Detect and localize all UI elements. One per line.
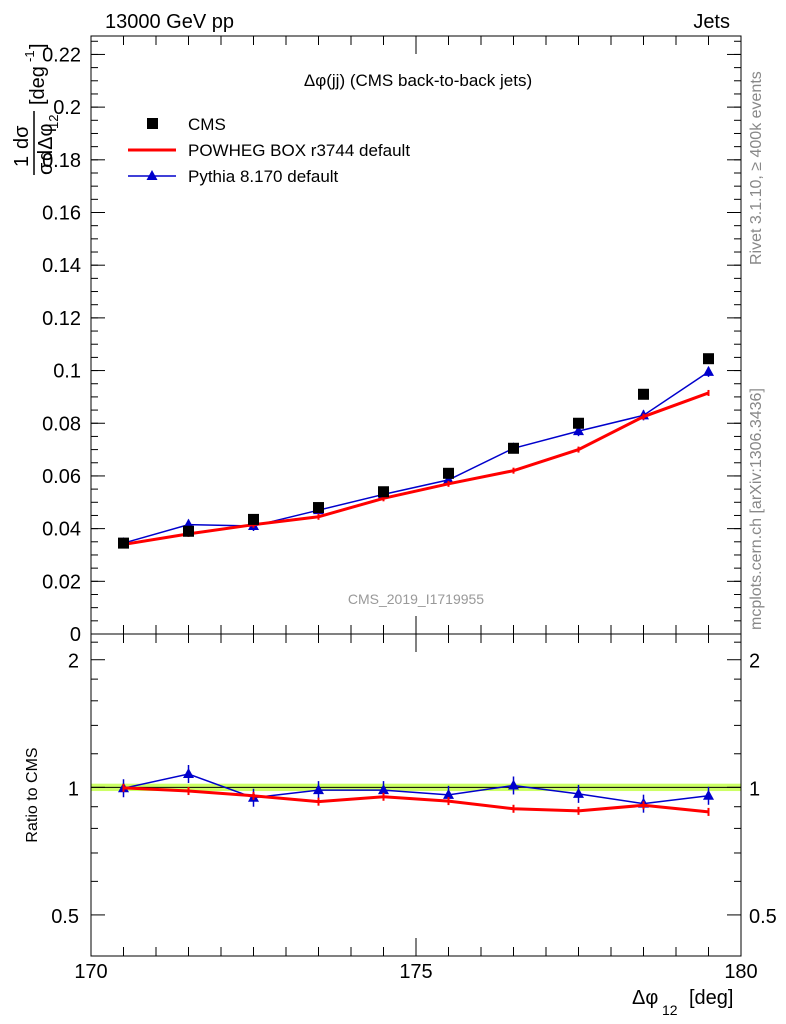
ratio-axis-ticks: 0.5 0.5 1 1 2 2 170 175 180 bbox=[51, 634, 777, 983]
ratio-ytick-label: 1 bbox=[68, 778, 79, 800]
ratio-pythia-marker bbox=[573, 787, 584, 798]
pythia-marker bbox=[703, 365, 714, 376]
cms-marker bbox=[443, 467, 454, 479]
main-title: Δφ(jj) (CMS back-to-back jets) bbox=[304, 71, 532, 90]
ratio-series bbox=[118, 765, 714, 816]
main-ytick-label: 0.2 bbox=[53, 97, 81, 119]
main-ytick-label: 0.14 bbox=[42, 255, 81, 277]
pythia-marker bbox=[443, 473, 454, 484]
xlabel: Δφ 12 [deg] bbox=[632, 987, 733, 1018]
cms-marker bbox=[248, 513, 259, 525]
xlabel-sub: 12 bbox=[662, 1002, 678, 1018]
cms-marker bbox=[508, 442, 519, 454]
legend-pythia-marker bbox=[146, 170, 158, 180]
pythia-marker bbox=[573, 425, 584, 436]
main-ylabel: 1 dσ σ dΔφ 12 [deg -1 ] bbox=[11, 43, 61, 175]
main-panel: 0 0.02 0.04 0.06 0.08 0.1 0.12 0.14 0.16 0.18 0.2 0… bbox=[42, 35, 742, 646]
main-ytick-label: 0.18 bbox=[42, 150, 81, 172]
ratio-ytick-label-right: 1 bbox=[749, 778, 760, 800]
main-ytick-label: 0.12 bbox=[42, 308, 81, 330]
main-ytick-label: 0.06 bbox=[42, 466, 81, 488]
ylabel-one: 1 bbox=[11, 156, 33, 167]
powheg-line bbox=[123, 391, 710, 546]
main-ytick-label: 0.22 bbox=[42, 44, 81, 66]
cms-marker bbox=[378, 486, 389, 498]
ratio-powheg-line bbox=[123, 786, 709, 814]
ratio-ytick-label-right: 2 bbox=[749, 651, 760, 673]
ratio-ytick-label-right: 0.5 bbox=[749, 906, 777, 928]
header-left: 13000 GeV pp bbox=[105, 11, 234, 33]
main-axis-ticks: 0 0.02 0.04 0.06 0.08 0.1 0.12 0.14 0.16 0.18 0.2 0… bbox=[42, 36, 742, 646]
main-series bbox=[118, 353, 714, 549]
ylabel-sub: 12 bbox=[46, 115, 61, 129]
ratio-pythia-marker bbox=[313, 784, 324, 795]
legend-cms-marker bbox=[147, 118, 158, 129]
ratio-xtick-label: 170 bbox=[74, 961, 107, 983]
ylabel-close: ] bbox=[27, 43, 49, 49]
ylabel-dphi: dΔφ bbox=[35, 124, 57, 161]
ratio-xtick-label: 175 bbox=[399, 961, 432, 983]
pythia-line bbox=[123, 371, 709, 544]
main-ytick-label: 0 bbox=[70, 624, 81, 646]
main-ytick-label: 0.1 bbox=[53, 361, 81, 383]
main-ytick-label: 0.16 bbox=[42, 203, 81, 225]
ratio-pythia-marker bbox=[508, 779, 519, 790]
ratio-pythia-marker bbox=[703, 789, 714, 800]
ratio-ytick-label: 2 bbox=[68, 651, 79, 673]
watermark: CMS_2019_I1719955 bbox=[348, 591, 484, 607]
cms-marker bbox=[118, 537, 129, 549]
legend-label: CMS bbox=[188, 115, 226, 134]
cms-marker bbox=[638, 388, 649, 400]
ratio-pythia-marker bbox=[443, 788, 454, 799]
legend-label: POWHEG BOX r3744 default bbox=[188, 141, 410, 160]
rivet-label: Rivet 3.1.10, ≥ 400k events bbox=[748, 71, 765, 265]
cms-marker bbox=[313, 502, 324, 514]
cms-marker bbox=[703, 353, 714, 365]
header-right: Jets bbox=[693, 11, 730, 33]
ratio-pythia-line bbox=[123, 773, 709, 805]
ratio-panel: 0.5 0.5 1 1 2 2 170 175 180 bbox=[51, 633, 777, 983]
legend-label: Pythia 8.170 default bbox=[188, 167, 339, 186]
xlabel-main: Δφ bbox=[632, 987, 658, 1009]
ylabel-dsigma: dσ bbox=[11, 125, 33, 149]
mcplots-label: mcplots.cern.ch [arXiv:1306.3436] bbox=[748, 388, 765, 630]
ratio-ytick-label: 0.5 bbox=[51, 906, 79, 928]
ylabel-sigma: σ bbox=[35, 162, 57, 175]
main-ytick-label: 0.02 bbox=[42, 571, 81, 593]
ratio-pythia-marker bbox=[183, 768, 194, 779]
main-ytick-label: 0.04 bbox=[42, 519, 81, 541]
legend: CMS POWHEG BOX r3744 default Pythia 8.170 … bbox=[128, 115, 410, 186]
cms-marker bbox=[183, 525, 194, 537]
ratio-xtick-label: 180 bbox=[724, 961, 757, 983]
main-ytick-label: 0.08 bbox=[42, 413, 81, 435]
ylabel-unit: [deg bbox=[27, 66, 49, 105]
cms-marker bbox=[573, 417, 584, 429]
ylabel-exp: -1 bbox=[22, 50, 37, 62]
xlabel-unit: [deg] bbox=[689, 987, 733, 1009]
ratio-pythia-marker bbox=[378, 784, 389, 795]
ratio-ylabel: Ratio to CMS bbox=[24, 747, 41, 842]
